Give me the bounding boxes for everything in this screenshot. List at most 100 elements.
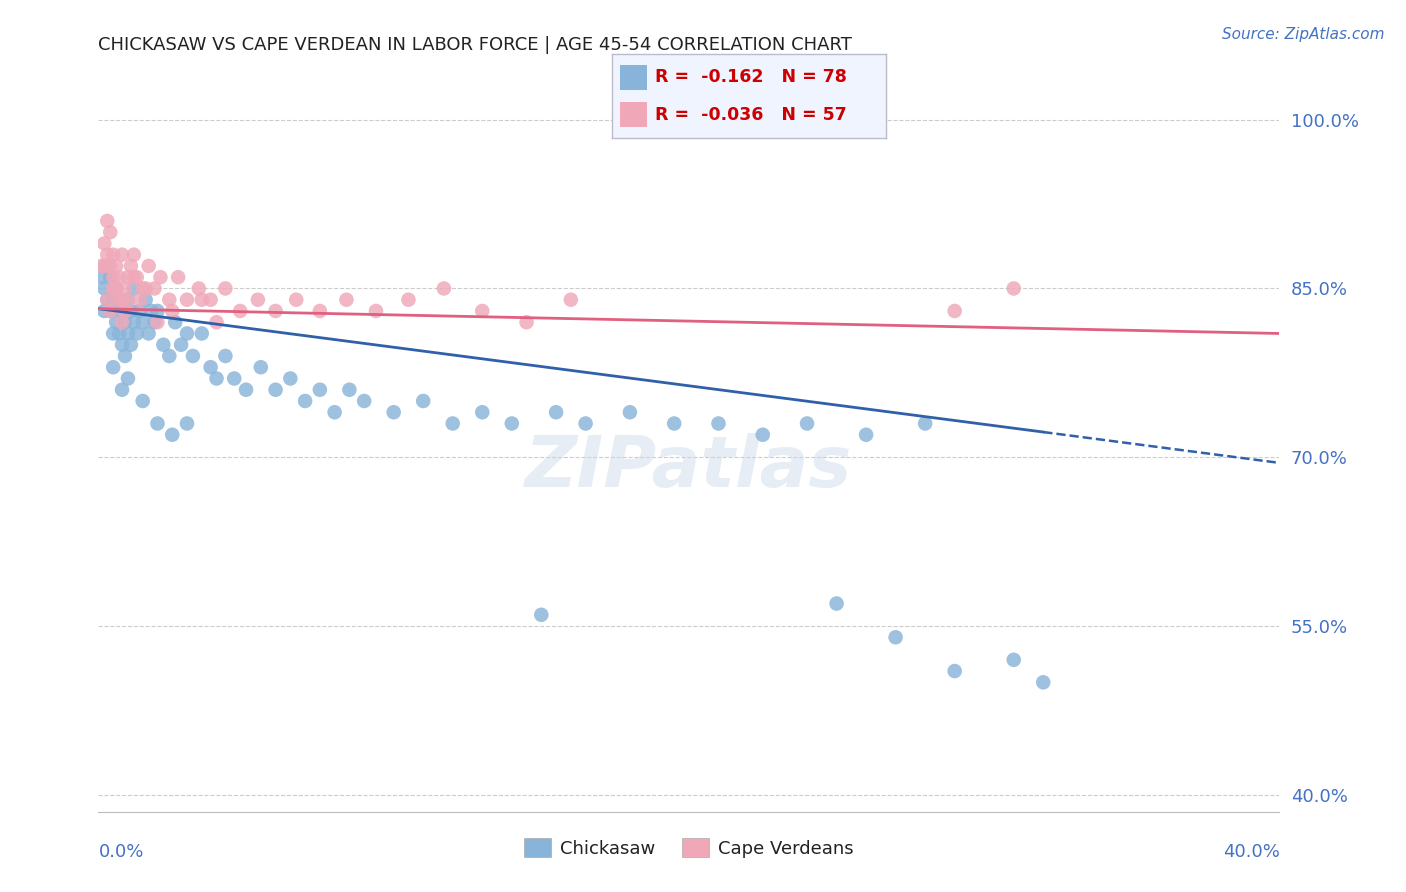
Point — [398, 293, 420, 307]
Point — [108, 293, 131, 307]
Point — [117, 293, 139, 307]
Point — [752, 427, 775, 442]
Point — [135, 281, 157, 295]
Point — [141, 304, 163, 318]
Point — [516, 315, 538, 329]
Point — [165, 315, 187, 329]
Point — [114, 315, 136, 329]
Point — [176, 417, 198, 431]
Point — [246, 293, 269, 307]
Point — [98, 304, 121, 318]
Point — [103, 360, 125, 375]
Point — [132, 394, 155, 409]
Point — [309, 383, 332, 397]
Point — [339, 383, 361, 397]
Point — [117, 293, 139, 307]
Point — [143, 315, 166, 329]
Point — [471, 405, 494, 419]
Point — [214, 349, 236, 363]
Point — [152, 337, 174, 351]
Text: R =  -0.036   N = 57: R = -0.036 N = 57 — [655, 105, 848, 123]
Text: 0.0%: 0.0% — [98, 843, 143, 861]
Point — [93, 281, 115, 295]
Bar — [620, 102, 647, 128]
Point — [280, 371, 302, 385]
Point — [120, 337, 142, 351]
Point — [111, 315, 134, 329]
Text: Source: ZipAtlas.com: Source: ZipAtlas.com — [1222, 27, 1385, 42]
Point — [433, 281, 456, 295]
Text: R =  -0.162   N = 78: R = -0.162 N = 78 — [655, 69, 848, 87]
Point — [530, 607, 553, 622]
Point — [200, 360, 222, 375]
Point — [90, 270, 112, 285]
Point — [128, 304, 150, 318]
Point — [111, 383, 134, 397]
Point — [205, 315, 228, 329]
Point — [105, 259, 128, 273]
Point — [98, 225, 121, 239]
Point — [146, 417, 169, 431]
Text: CHICKASAW VS CAPE VERDEAN IN LABOR FORCE | AGE 45-54 CORRELATION CHART: CHICKASAW VS CAPE VERDEAN IN LABOR FORCE… — [98, 36, 852, 54]
Point — [575, 417, 598, 431]
Point — [114, 304, 136, 318]
Point — [122, 315, 145, 329]
Point — [117, 371, 139, 385]
Point — [108, 326, 131, 341]
Point — [1002, 653, 1025, 667]
Point — [90, 259, 112, 273]
Point — [132, 315, 155, 329]
Point — [200, 293, 222, 307]
Point — [214, 281, 236, 295]
Point — [294, 394, 316, 409]
Point — [125, 270, 148, 285]
Point — [93, 304, 115, 318]
Point — [1002, 281, 1025, 295]
Point — [382, 405, 405, 419]
Point — [157, 349, 180, 363]
Point — [125, 326, 148, 341]
Point — [114, 349, 136, 363]
Point — [122, 248, 145, 262]
Point — [309, 304, 332, 318]
Point — [191, 326, 214, 341]
Point — [143, 281, 166, 295]
Point — [149, 270, 172, 285]
Point — [162, 427, 183, 442]
Point — [96, 248, 118, 262]
Point — [103, 270, 125, 285]
Point — [167, 270, 190, 285]
Point — [1032, 675, 1054, 690]
Point — [187, 281, 209, 295]
Point — [138, 259, 160, 273]
Point — [98, 259, 121, 273]
Point — [335, 293, 357, 307]
Point — [120, 259, 142, 273]
Point — [176, 293, 198, 307]
Point — [135, 293, 157, 307]
Point — [546, 405, 568, 419]
Point — [353, 394, 375, 409]
Point — [108, 270, 131, 285]
Point — [224, 371, 246, 385]
Point — [105, 315, 128, 329]
Point — [111, 337, 134, 351]
Point — [96, 214, 118, 228]
Point — [103, 281, 125, 295]
Point — [103, 293, 125, 307]
Point — [111, 248, 134, 262]
Text: ZIPatlas: ZIPatlas — [526, 434, 852, 502]
Point — [170, 337, 193, 351]
Point — [117, 326, 139, 341]
Point — [943, 304, 966, 318]
Point — [884, 630, 907, 644]
Point — [235, 383, 257, 397]
Point — [122, 270, 145, 285]
Point — [264, 383, 287, 397]
Point — [103, 326, 125, 341]
Point — [619, 405, 641, 419]
Point — [108, 293, 131, 307]
Point — [264, 304, 287, 318]
Point — [181, 349, 204, 363]
Point — [111, 293, 134, 307]
